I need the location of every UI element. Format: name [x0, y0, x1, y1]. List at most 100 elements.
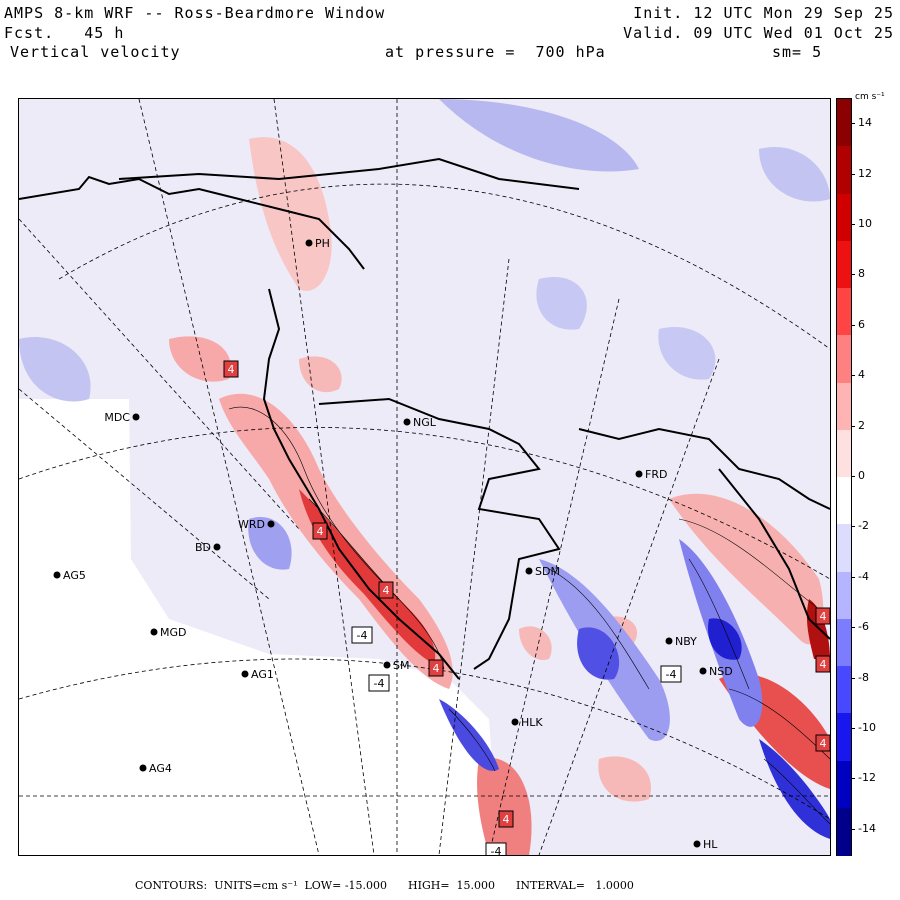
station-label: AG1 — [251, 668, 274, 681]
colorbar-tick-mark — [851, 425, 855, 427]
colorbar-tick-label: 0 — [858, 469, 865, 482]
colorbar-tick-label: 4 — [858, 368, 865, 382]
station-ag4: AG4 — [139, 762, 172, 775]
contour-1 — [228, 406, 445, 670]
latitude-circle-2 — [19, 427, 830, 580]
station-label: HLK — [521, 716, 543, 729]
smoothing: sm= 5 — [772, 43, 823, 61]
colorbar-segment — [837, 99, 851, 147]
contour-4 — [688, 558, 750, 690]
colorbar — [836, 98, 852, 856]
station-ag5: AG5 — [53, 569, 86, 582]
contour-label-box — [498, 810, 514, 828]
contour-label-positive: 4 — [428, 659, 444, 677]
contour-label-box — [378, 581, 394, 599]
station-dot — [699, 667, 707, 675]
updraft-east-band — [669, 493, 824, 645]
updraft-north-band — [249, 137, 332, 291]
colorbar-segment — [837, 618, 851, 667]
colorbar-tick-mark — [851, 526, 855, 528]
colorbar-segment — [837, 807, 851, 856]
init-time: Init. 12 UTC Mon 29 Sep 25 — [633, 4, 894, 22]
contour-label-box — [223, 360, 239, 378]
colorbar-segment — [837, 193, 851, 242]
station-label: FRD — [645, 468, 667, 481]
colorbar-tick-mark — [851, 828, 855, 830]
station-sm: SM — [383, 659, 409, 672]
contour-label-negative: -4 — [660, 665, 682, 683]
contour-label-text: 4 — [820, 658, 827, 671]
updraft-patch-3 — [169, 336, 231, 382]
station-dot — [383, 661, 391, 669]
station-dot — [132, 413, 140, 421]
station-bd: BD — [195, 541, 221, 554]
ice-shelf-edge — [318, 397, 561, 670]
latitude-circle-1 — [58, 183, 830, 350]
colorbar-segment — [837, 146, 851, 194]
downdraft-coast — [439, 699, 499, 771]
downdraft-patch-2 — [536, 277, 587, 330]
colorbar-segment — [837, 382, 851, 431]
colorbar-tick-label: -14 — [858, 821, 876, 835]
contour-5 — [678, 518, 820, 610]
station-label: AG5 — [63, 569, 86, 582]
contour-3 — [548, 568, 650, 690]
contour-label-negative: -4 — [368, 674, 390, 692]
colorbar-tick-mark — [851, 173, 855, 175]
contour-label-positive: 4 — [498, 810, 514, 828]
contour-label-box — [815, 607, 830, 625]
station-label: SM — [393, 659, 409, 672]
contour-label-negative: -4 — [485, 842, 507, 855]
station-dot — [693, 840, 701, 848]
colorbar-segment — [837, 429, 851, 478]
station-label: BD — [195, 541, 211, 554]
contour-label-text: -4 — [357, 629, 368, 642]
colorbar-segment — [837, 477, 851, 525]
station-hl: HL — [693, 838, 718, 851]
pressure-level: at pressure = 700 hPa — [385, 43, 606, 61]
east-coast-2 — [718, 468, 830, 640]
station-label: HL — [703, 838, 718, 851]
contour-low: LOW= -15.000 — [304, 879, 388, 892]
colorbar-tick-label: 2 — [858, 418, 865, 432]
valid-time: Valid. 09 UTC Wed 01 Oct 25 — [623, 24, 894, 42]
colorbar-segment — [837, 240, 851, 289]
contour-7 — [763, 758, 830, 825]
forecast-value: 45 h — [84, 24, 125, 42]
colorbar-tick-mark — [851, 728, 855, 729]
colorbar-tick-label: 10 — [858, 217, 872, 230]
map-title: AMPS 8-km WRF -- Ross-Beardmore Window — [4, 4, 386, 22]
meridian-2 — [273, 99, 375, 855]
contour-label-text: 4 — [317, 525, 324, 538]
contour-label-positive: 4 — [378, 581, 394, 599]
north-coast-east — [118, 157, 580, 190]
downdraft-patch-4 — [577, 627, 620, 680]
meridian-6 — [538, 358, 720, 855]
meridian-1 — [138, 99, 320, 855]
contour-label-positive: 4 — [815, 607, 830, 625]
contour-label-text: 4 — [228, 363, 235, 376]
colorbar-units: cm s⁻¹ — [855, 92, 885, 102]
stations: MDC NGL PH FRD WRD BD AG5 SDM MGD NBY AG1 NSD HLK AG4… — [53, 237, 733, 851]
station-label: MDC — [104, 411, 130, 424]
meridian-8 — [19, 388, 270, 600]
station-ngl: NGL — [403, 416, 437, 429]
station-dot — [213, 543, 221, 551]
graticule — [19, 99, 830, 855]
contour-label-positive: 4 — [815, 734, 830, 752]
coastlines — [19, 157, 830, 680]
colorbar-tick-mark — [851, 778, 855, 780]
colorbar-segment — [837, 288, 851, 336]
colorbar-tick-mark — [851, 274, 855, 276]
contour-labels: 4 4 4 -4 -4 4 -4 4 4 4 4 -4 — [223, 360, 830, 855]
colorbar-tick-mark — [851, 627, 855, 629]
downdraft-northwest — [19, 337, 91, 402]
contour-label-text: 4 — [503, 813, 510, 826]
station-label: PH — [315, 237, 330, 250]
colorbar-tick-label: 8 — [858, 267, 865, 281]
station-label: NSD — [709, 665, 733, 678]
colorbar-tick-label: 12 — [858, 166, 872, 180]
downdraft-patch-3 — [658, 327, 716, 380]
station-dot — [241, 670, 249, 678]
station-dot — [665, 637, 673, 645]
